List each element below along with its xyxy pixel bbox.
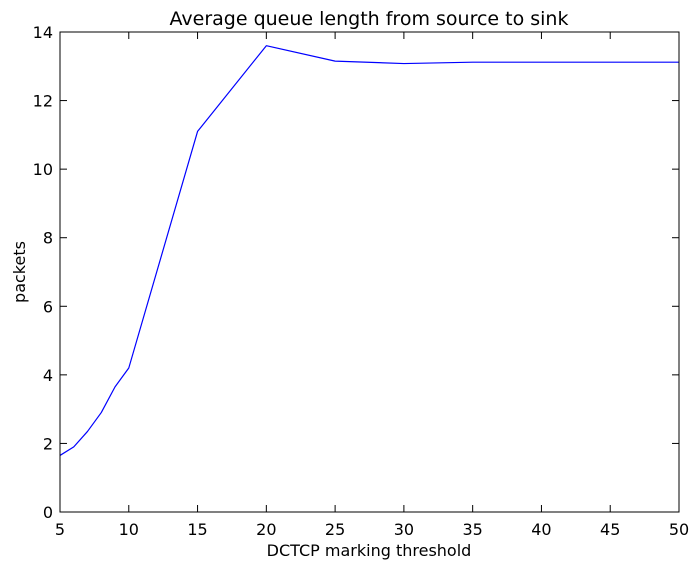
y-tick-label: 8 <box>43 229 53 248</box>
x-tick-label: 15 <box>187 520 207 539</box>
y-tick-label: 4 <box>43 366 53 385</box>
x-tick-label: 45 <box>600 520 620 539</box>
series-line-0 <box>59 45 679 456</box>
x-tick-label: 50 <box>669 520 689 539</box>
x-tick-label: 5 <box>55 520 65 539</box>
x-axis-label: DCTCP marking threshold <box>267 541 472 560</box>
y-tick-label: 0 <box>43 503 53 522</box>
y-tick-label: 10 <box>33 160 53 179</box>
y-tick-labels: 0 2 4 6 8 10 12 14 <box>33 23 53 522</box>
x-tick-label: 20 <box>256 520 276 539</box>
plot-area <box>59 31 680 513</box>
y-tick-label: 12 <box>33 92 53 111</box>
x-tick-label: 10 <box>119 520 139 539</box>
y-tick-label: 6 <box>43 297 53 316</box>
series-layer <box>59 45 679 456</box>
x-tick-label: 40 <box>531 520 551 539</box>
plot-frame <box>59 31 680 513</box>
y-tick-label: 14 <box>33 23 53 42</box>
x-tick-label: 30 <box>394 520 414 539</box>
chart-title: Average queue length from source to sink <box>170 8 569 30</box>
y-axis-label: packets <box>10 241 29 303</box>
x-tick-label: 35 <box>462 520 482 539</box>
plot-background <box>60 32 679 512</box>
x-tick-label: 25 <box>325 520 345 539</box>
x-tick-labels: 5 10 15 20 25 30 35 40 45 50 <box>55 520 689 539</box>
y-tick-label: 2 <box>43 434 53 453</box>
